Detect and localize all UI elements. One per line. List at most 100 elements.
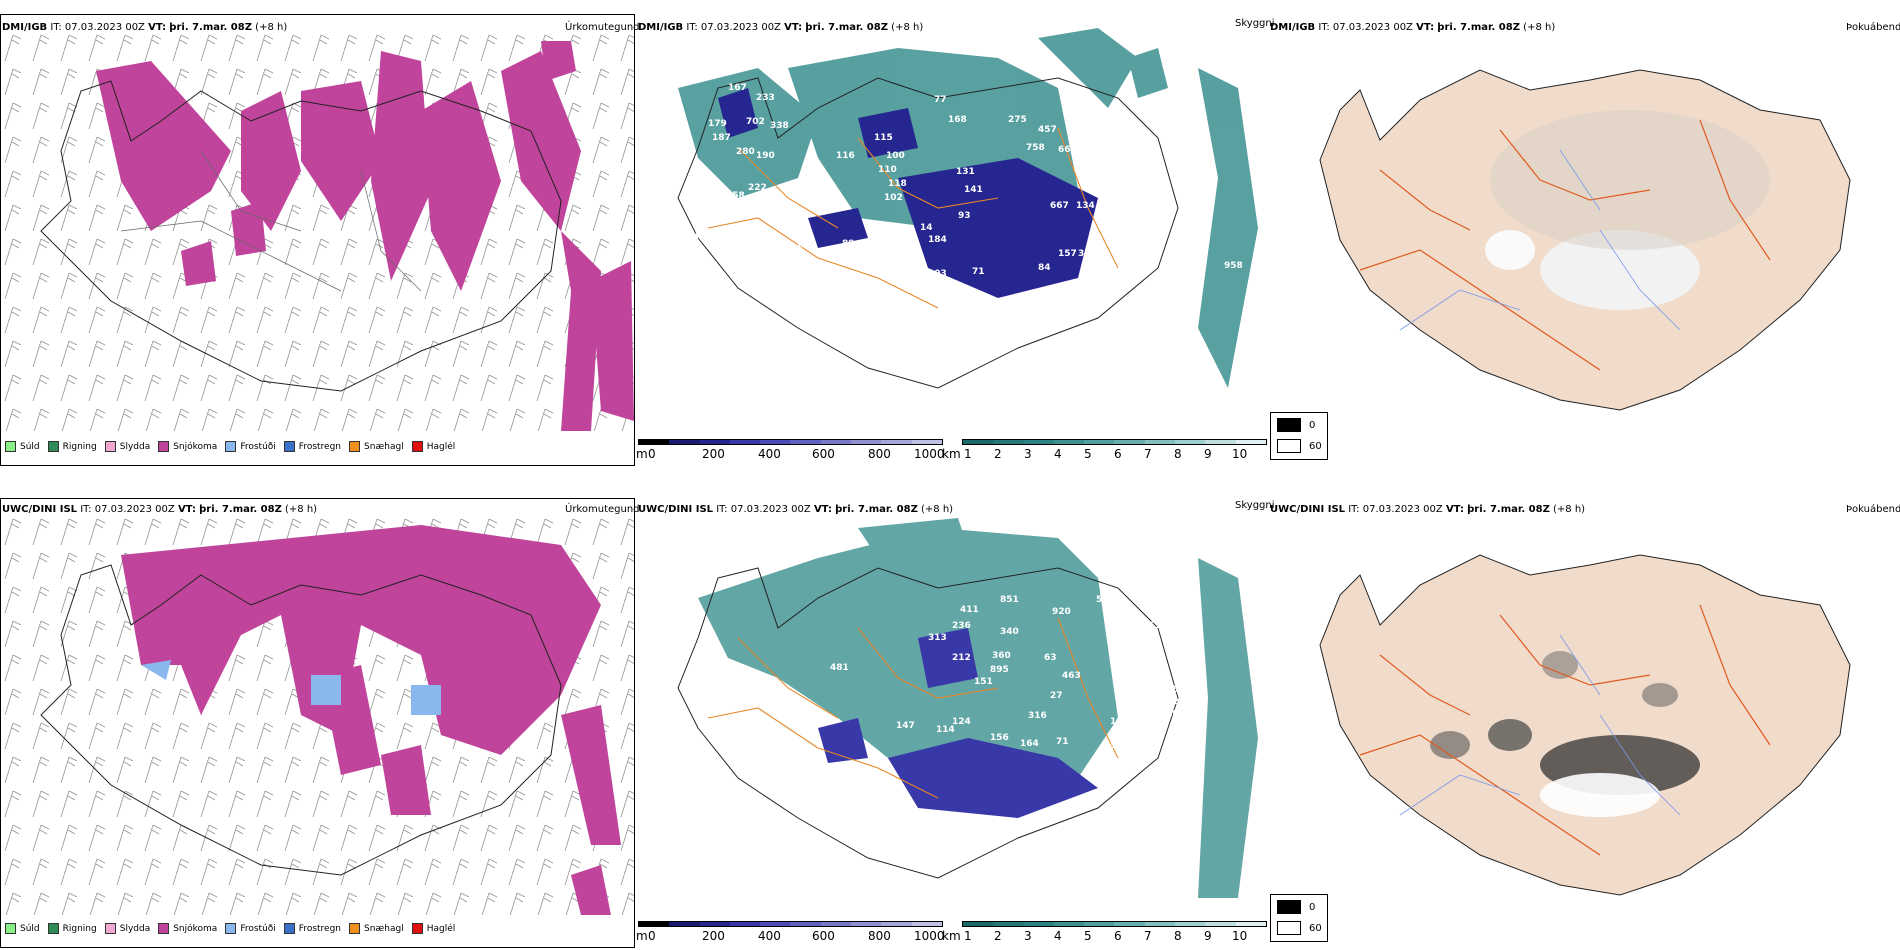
scale-tick: 0 (648, 929, 656, 943)
legend-swatch (47, 441, 59, 452)
visibility-color-6 (1144, 440, 1176, 444)
title-fog-top: Þokuábendi (1846, 22, 1900, 33)
scale-tick: 10 (1232, 929, 1248, 943)
visibility-color-7 (1175, 440, 1206, 444)
ceiling-label: 758 (1026, 143, 1045, 153)
ceiling-label: 895 (990, 665, 1009, 675)
scale-tick: 600 (812, 929, 835, 943)
legend-item: Rigning (47, 923, 97, 934)
iceland-outline-top (40, 80, 562, 392)
ceiling-color-0 (639, 440, 670, 444)
ceiling-label: 920 (1052, 607, 1071, 617)
ceiling-label: 338 (770, 121, 789, 131)
legend-item: Haglél (411, 923, 455, 934)
legend-label: Snæhagl (364, 923, 404, 934)
scale-unit: m (636, 929, 648, 943)
title-cloud-base-top: Skyggni (1235, 18, 1275, 29)
legend-item: Slydda (104, 923, 151, 934)
ceiling-label: 192 (1110, 717, 1129, 727)
ceiling-label: 316 (1028, 711, 1047, 721)
scale-tick: 800 (868, 929, 891, 943)
scale-tick: 800 (868, 447, 891, 461)
ceiling-label: 114 (936, 725, 955, 735)
precip-legend-top: Súld Rigning Slydda Snjókoma Frostúði Fr… (5, 441, 455, 452)
ceiling-label: 89 (842, 239, 855, 249)
ceiling-label: 116 (836, 151, 855, 161)
legend-label: Slydda (119, 441, 151, 452)
model-name: UWC/DINI ISL (1270, 504, 1346, 515)
visibility-color-8 (1205, 440, 1236, 444)
fog-value: 0 (1309, 901, 1316, 913)
ceiling-label: 151 (974, 677, 993, 687)
fog-map-bottom (1319, 554, 1851, 896)
scale-tick: 2 (994, 447, 1002, 461)
iceland-outline-ceiling-top (677, 77, 1179, 389)
legend-swatch (349, 923, 361, 934)
scale-tick: 5 (1084, 929, 1092, 943)
ceiling-label: 133 (1122, 739, 1141, 749)
vt-value: þri. 7.mar. 08Z (805, 22, 888, 33)
header-bottom-right: UWC/DINI ISL IT: 07.03.2023 00Z VT: þri.… (1270, 504, 1585, 515)
scale-tick: 1 (964, 929, 972, 943)
scale-tick: 9 (1204, 447, 1212, 461)
ceiling-color-2 (699, 440, 730, 444)
legend-label: Rigning (62, 441, 97, 452)
ceiling-label: 88 (758, 267, 771, 277)
vt-label: VT: (1445, 504, 1464, 515)
ceiling-label: 236 (952, 621, 971, 631)
legend-swatch (104, 441, 116, 452)
visibility-color-5 (1114, 440, 1145, 444)
scale-tick: 400 (758, 447, 781, 461)
scale-tick: 600 (812, 447, 835, 461)
ceiling-label: 210 (1160, 709, 1179, 719)
legend-label: Frostúði (240, 441, 276, 452)
ceiling-label: 184 (928, 235, 947, 245)
it-label: IT: (716, 504, 728, 515)
fog-swatch-0 (1277, 900, 1301, 914)
ceiling-label: 27 (1050, 691, 1063, 701)
model-name: DMI/IGB (638, 22, 684, 33)
ceiling-label: 481 (830, 663, 849, 673)
ceiling-map-top: 167 233 702 338 179 187 280 190 158 222 … (677, 28, 1258, 389)
vt-value: þri. 7.mar. 08Z (199, 504, 282, 515)
ceiling-label: 141 (964, 185, 983, 195)
ceiling-label: 958 (1224, 261, 1243, 271)
fog-value: 60 (1309, 922, 1322, 934)
ceiling-label: 851 (1000, 595, 1019, 605)
scale-tick: 0 (648, 447, 656, 461)
legend-label: Snjókoma (173, 923, 218, 934)
ceiling-label: 14 (920, 223, 933, 233)
scale-tick: 2 (994, 929, 1002, 943)
vt-label: VT: (148, 22, 167, 33)
it-value: 07.03.2023 00Z (94, 504, 175, 515)
visibility-scale-bar-bottom (962, 921, 1267, 927)
scale-unit: m (636, 447, 648, 461)
ceiling-label: 147 (896, 721, 915, 731)
ceiling-label: 655 (1160, 685, 1179, 695)
model-name: UWC/DINI ISL (2, 504, 78, 515)
vt-value: þri. 7.mar. 08Z (835, 504, 918, 515)
legend-item: Frostúði (225, 923, 276, 934)
ceiling-label: 164 (1020, 739, 1039, 749)
ceiling-color-9 (911, 440, 942, 444)
scale-tick: 10 (1232, 447, 1248, 461)
scale-tick: 7 (1144, 929, 1152, 943)
it-label: IT: (80, 504, 92, 515)
ceiling-label: 77 (934, 95, 947, 105)
legend-item: Snæhagl (349, 441, 404, 452)
model-name: DMI/IGB (1270, 22, 1316, 33)
ceiling-label: 93 (958, 211, 971, 221)
scale-tick: 8 (1174, 929, 1182, 943)
legend-item: Frostúði (225, 441, 276, 452)
legend-label: Slydda (119, 923, 151, 934)
lead-time: (+8 h) (1523, 22, 1556, 33)
it-value: 07.03.2023 00Z (700, 22, 781, 33)
it-value: 07.03.2023 00Z (730, 504, 811, 515)
legend-label: Snjókoma (173, 441, 218, 452)
ceiling-labels-top: 167 233 702 338 179 187 280 190 158 222 … (686, 83, 1243, 279)
it-value: 07.03.2023 00Z (1362, 504, 1443, 515)
precip-legend-bottom: Súld Rigning Slydda Snjókoma Frostúði Fr… (5, 923, 455, 934)
ceiling-label: 156 (990, 733, 1009, 743)
ceiling-label: 702 (746, 117, 765, 127)
fog-legend-bottom: 0 60 (1270, 894, 1328, 942)
